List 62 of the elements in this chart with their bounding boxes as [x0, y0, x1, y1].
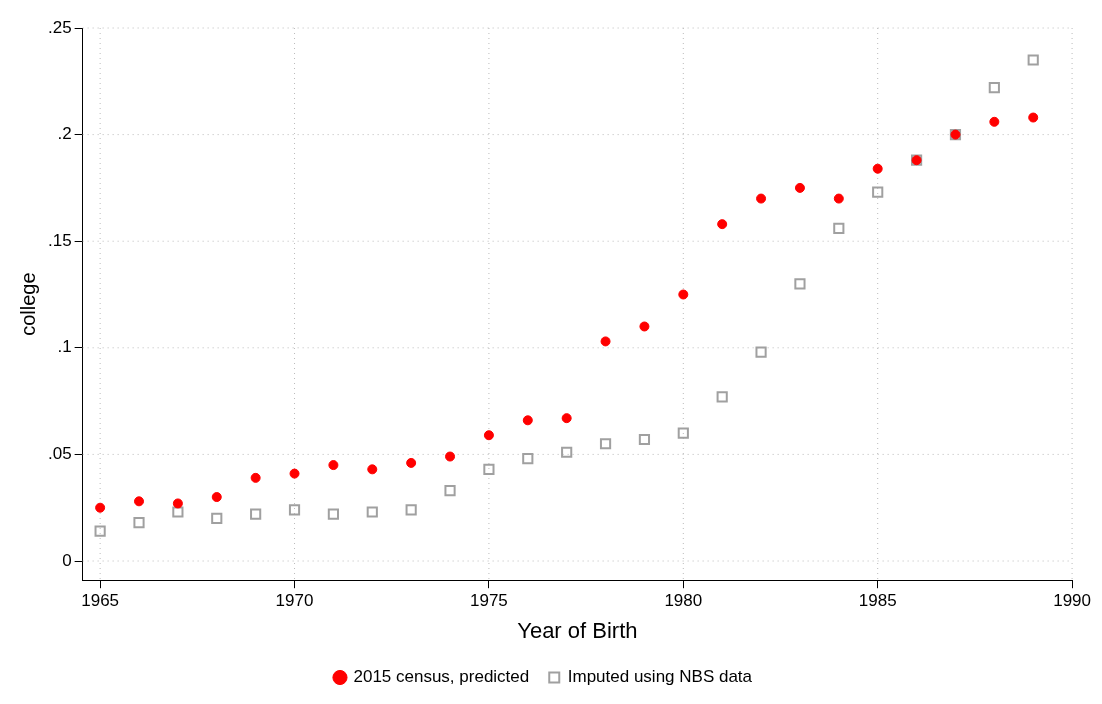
point: [445, 451, 456, 462]
point: [833, 193, 844, 204]
point: [833, 222, 845, 235]
point: [134, 496, 145, 507]
point: [1028, 112, 1039, 123]
point: [95, 502, 106, 513]
point: [988, 82, 1000, 94]
point: [172, 498, 183, 509]
point: [406, 457, 417, 468]
point: [872, 163, 883, 174]
point: [716, 391, 728, 403]
point: [600, 336, 611, 347]
point: [405, 504, 417, 516]
legend-label: Imputed using NBS data: [567, 667, 753, 687]
point: [794, 182, 805, 193]
point: [755, 346, 767, 358]
point: [522, 453, 534, 465]
x-tick-label: 1975: [470, 591, 508, 611]
point: [288, 504, 301, 516]
x-tick-label: 1990: [1053, 591, 1091, 611]
point: [366, 506, 378, 518]
y-axis-title: college: [16, 272, 39, 336]
point: [328, 460, 339, 471]
point: [367, 464, 378, 475]
point: [872, 186, 884, 198]
y-tick-label: 0: [62, 550, 72, 570]
point: [678, 289, 689, 300]
point: [211, 492, 222, 503]
point: [756, 193, 767, 204]
x-tick-label: 1980: [664, 591, 703, 611]
y-tick-label: .2: [57, 124, 72, 144]
point: [1027, 54, 1039, 66]
x-tick-label: 1985: [858, 591, 897, 611]
point: [599, 438, 612, 450]
point: [327, 508, 339, 520]
point: [561, 413, 572, 424]
point: [638, 433, 651, 446]
point: [172, 506, 184, 518]
point: [250, 508, 262, 520]
point: [94, 525, 106, 537]
point: [561, 446, 573, 458]
point: [522, 415, 533, 426]
point: [289, 468, 300, 479]
point: [794, 278, 806, 290]
point: [717, 219, 728, 230]
point: [639, 321, 650, 332]
point: [483, 463, 495, 475]
legend-label: 2015 census, predicted: [353, 667, 530, 687]
y-tick-label: .25: [47, 17, 72, 37]
point: [989, 116, 1000, 127]
point: [211, 512, 223, 524]
y-tick-label: .15: [47, 230, 72, 250]
x-tick-label: 1970: [275, 591, 314, 611]
point: [483, 430, 494, 441]
point: [444, 485, 456, 497]
point: [677, 427, 689, 439]
point: [133, 517, 145, 529]
y-tick-label: .1: [57, 337, 72, 357]
x-axis-title: Year of Birth: [517, 617, 638, 643]
point: [250, 472, 261, 483]
x-tick-label: 1965: [81, 591, 120, 611]
y-tick-label: .05: [47, 444, 72, 464]
